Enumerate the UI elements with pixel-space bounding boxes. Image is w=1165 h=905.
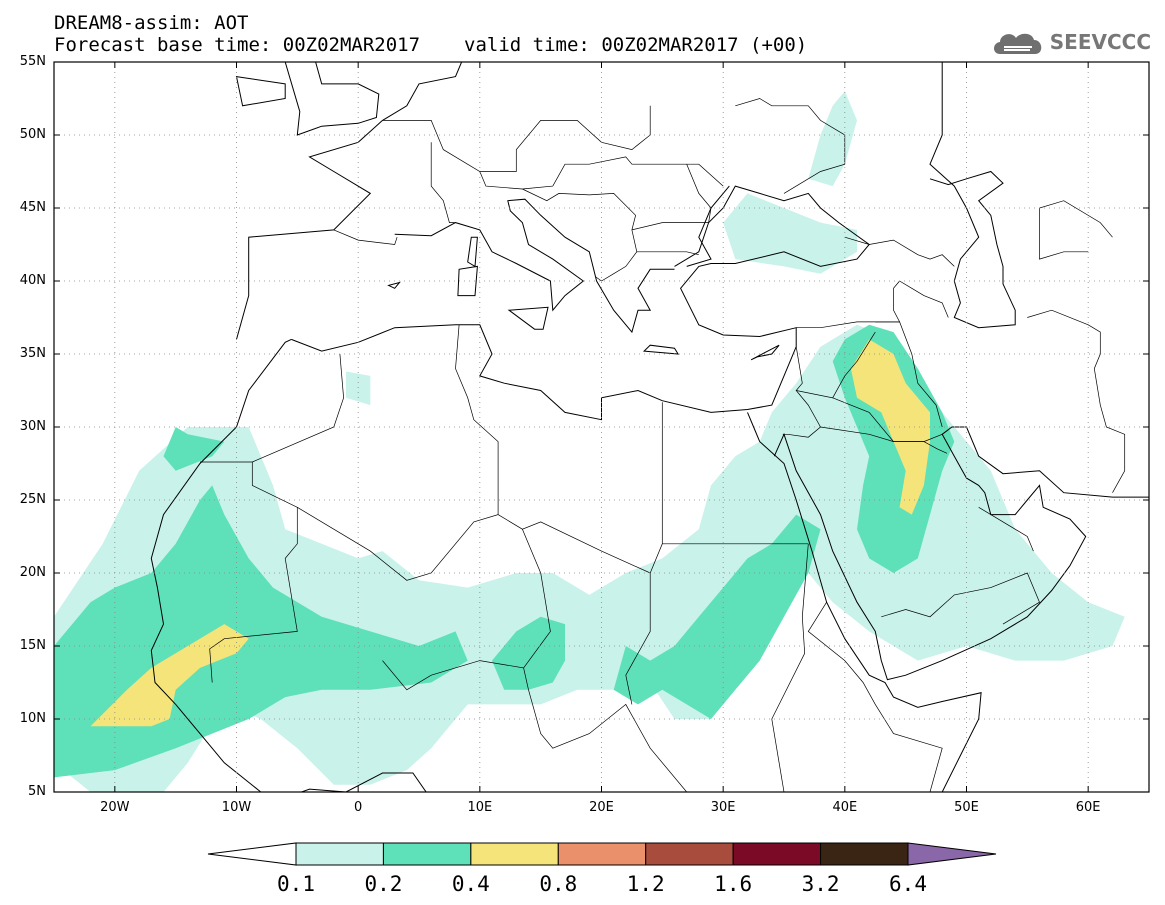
valid-time-label: valid time: 00Z02MAR2017 (+00) <box>464 34 808 56</box>
country-border-1 <box>252 353 344 463</box>
island-0 <box>467 236 478 268</box>
country-border-2 <box>297 324 499 581</box>
lat-tick-label: 25N <box>19 492 46 507</box>
aot-contour-0_1 <box>808 91 857 187</box>
colorbar-label: 0.2 <box>364 872 403 896</box>
aot-contour-0_1 <box>346 371 371 406</box>
colorbar-label: 6.4 <box>889 872 927 896</box>
lon-tick-label: 0 <box>354 800 363 815</box>
lat-tick-label: 50N <box>19 127 46 142</box>
island-3 <box>642 344 680 355</box>
coastline-7 <box>686 185 730 267</box>
country-border-23 <box>430 142 456 223</box>
logo-text: SEEVCCC <box>1049 30 1151 54</box>
country-border-26 <box>899 280 949 318</box>
seevccc-logo: SEEVCCC <box>990 28 1151 56</box>
country-border-22 <box>636 251 699 256</box>
lon-tick-label: 50E <box>954 800 979 815</box>
island-4 <box>750 344 780 361</box>
lon-tick-label: 40E <box>832 800 858 815</box>
coastline-4 <box>747 412 982 792</box>
colorbar-upper-arrow <box>907 842 997 866</box>
lat-tick-label: 30N <box>19 419 46 434</box>
aot-contour-0_2 <box>613 514 821 719</box>
map-title: DREAM8-assim: AOT <box>54 12 249 34</box>
country-border-17 <box>978 507 1034 552</box>
colorbar-box <box>382 842 472 866</box>
aot-field <box>54 62 1149 792</box>
country-border-28 <box>1039 200 1113 260</box>
country-border-24 <box>333 229 398 245</box>
country-border-21 <box>631 164 712 231</box>
colorbar-label: 0.1 <box>277 872 315 896</box>
colorbar-label: 1.6 <box>714 872 753 896</box>
lon-tick-label: 10E <box>467 800 493 815</box>
country-border-27 <box>1027 309 1126 493</box>
lat-tick-label: 15N <box>19 638 46 653</box>
island-7 <box>284 62 380 136</box>
colorbar-box <box>557 842 647 866</box>
lat-tick-label: 55N <box>19 54 46 69</box>
aot-contour-0_2 <box>492 616 565 690</box>
lon-tick-label: 60E <box>1075 800 1101 815</box>
colorbar-box <box>820 842 909 866</box>
coastline-8 <box>929 62 1016 329</box>
colorbar-label: 1.2 <box>626 872 665 896</box>
country-border-25 <box>844 236 955 267</box>
lat-tick-label: 35N <box>19 346 46 361</box>
time-info: Forecast base time: 00Z02MAR2017 valid ti… <box>54 34 807 56</box>
lon-tick-label: 20W <box>100 800 130 815</box>
country-border-5 <box>382 660 687 792</box>
coastline-6 <box>236 772 480 792</box>
colorbar-label: 3.2 <box>801 872 840 896</box>
coastline-2 <box>291 185 870 421</box>
island-6 <box>235 75 286 107</box>
coastline-5 <box>773 426 1149 681</box>
country-border-0 <box>200 461 298 683</box>
colorbar-box <box>732 842 822 866</box>
country-border-14 <box>820 426 948 454</box>
lat-tick-label: 45N <box>19 200 46 215</box>
island-2 <box>507 306 549 330</box>
aot-contour-0_4 <box>850 339 930 515</box>
country-border-6 <box>522 529 551 669</box>
country-border-20 <box>522 188 638 282</box>
colorbar-label: 0.8 <box>539 872 578 896</box>
aot-contour-0_4 <box>90 624 249 727</box>
country-border-10 <box>796 280 901 329</box>
lat-tick-label: 10N <box>19 711 46 726</box>
coastline-3 <box>394 198 675 334</box>
colorbar-box <box>645 842 734 866</box>
coastline-1 <box>150 338 292 792</box>
country-border-16 <box>881 572 1040 625</box>
country-border-9 <box>807 602 943 792</box>
lon-tick-label: 10W <box>221 800 252 815</box>
colorbar-lower-arrow <box>207 842 297 866</box>
lat-tick-label: 40N <box>19 273 46 288</box>
country-border-18 <box>382 105 651 172</box>
cloud-icon <box>993 33 1042 54</box>
aot-contour-0_1 <box>723 193 857 274</box>
country-border-12 <box>782 390 821 438</box>
colorbar-box <box>470 842 559 866</box>
colorbar-label: 0.4 <box>451 872 490 896</box>
lon-tick-label: 30E <box>710 800 736 815</box>
coastline-0 <box>236 62 463 340</box>
country-border-7 <box>625 573 651 705</box>
country-border-19 <box>479 156 724 190</box>
lon-tick-label: 20E <box>589 800 614 815</box>
country-border-29 <box>735 98 846 194</box>
country-border-3 <box>497 402 663 574</box>
lat-tick-label: 5N <box>28 784 46 799</box>
island-5 <box>387 281 401 289</box>
colorbar-box <box>295 842 384 866</box>
country-border-15 <box>875 321 943 428</box>
country-border-8 <box>771 543 809 792</box>
aot-contour-0_2 <box>163 427 225 471</box>
island-1 <box>457 265 478 297</box>
base-time-label: Forecast base time: 00Z02MAR2017 <box>54 34 421 56</box>
lat-tick-label: 20N <box>19 565 46 580</box>
